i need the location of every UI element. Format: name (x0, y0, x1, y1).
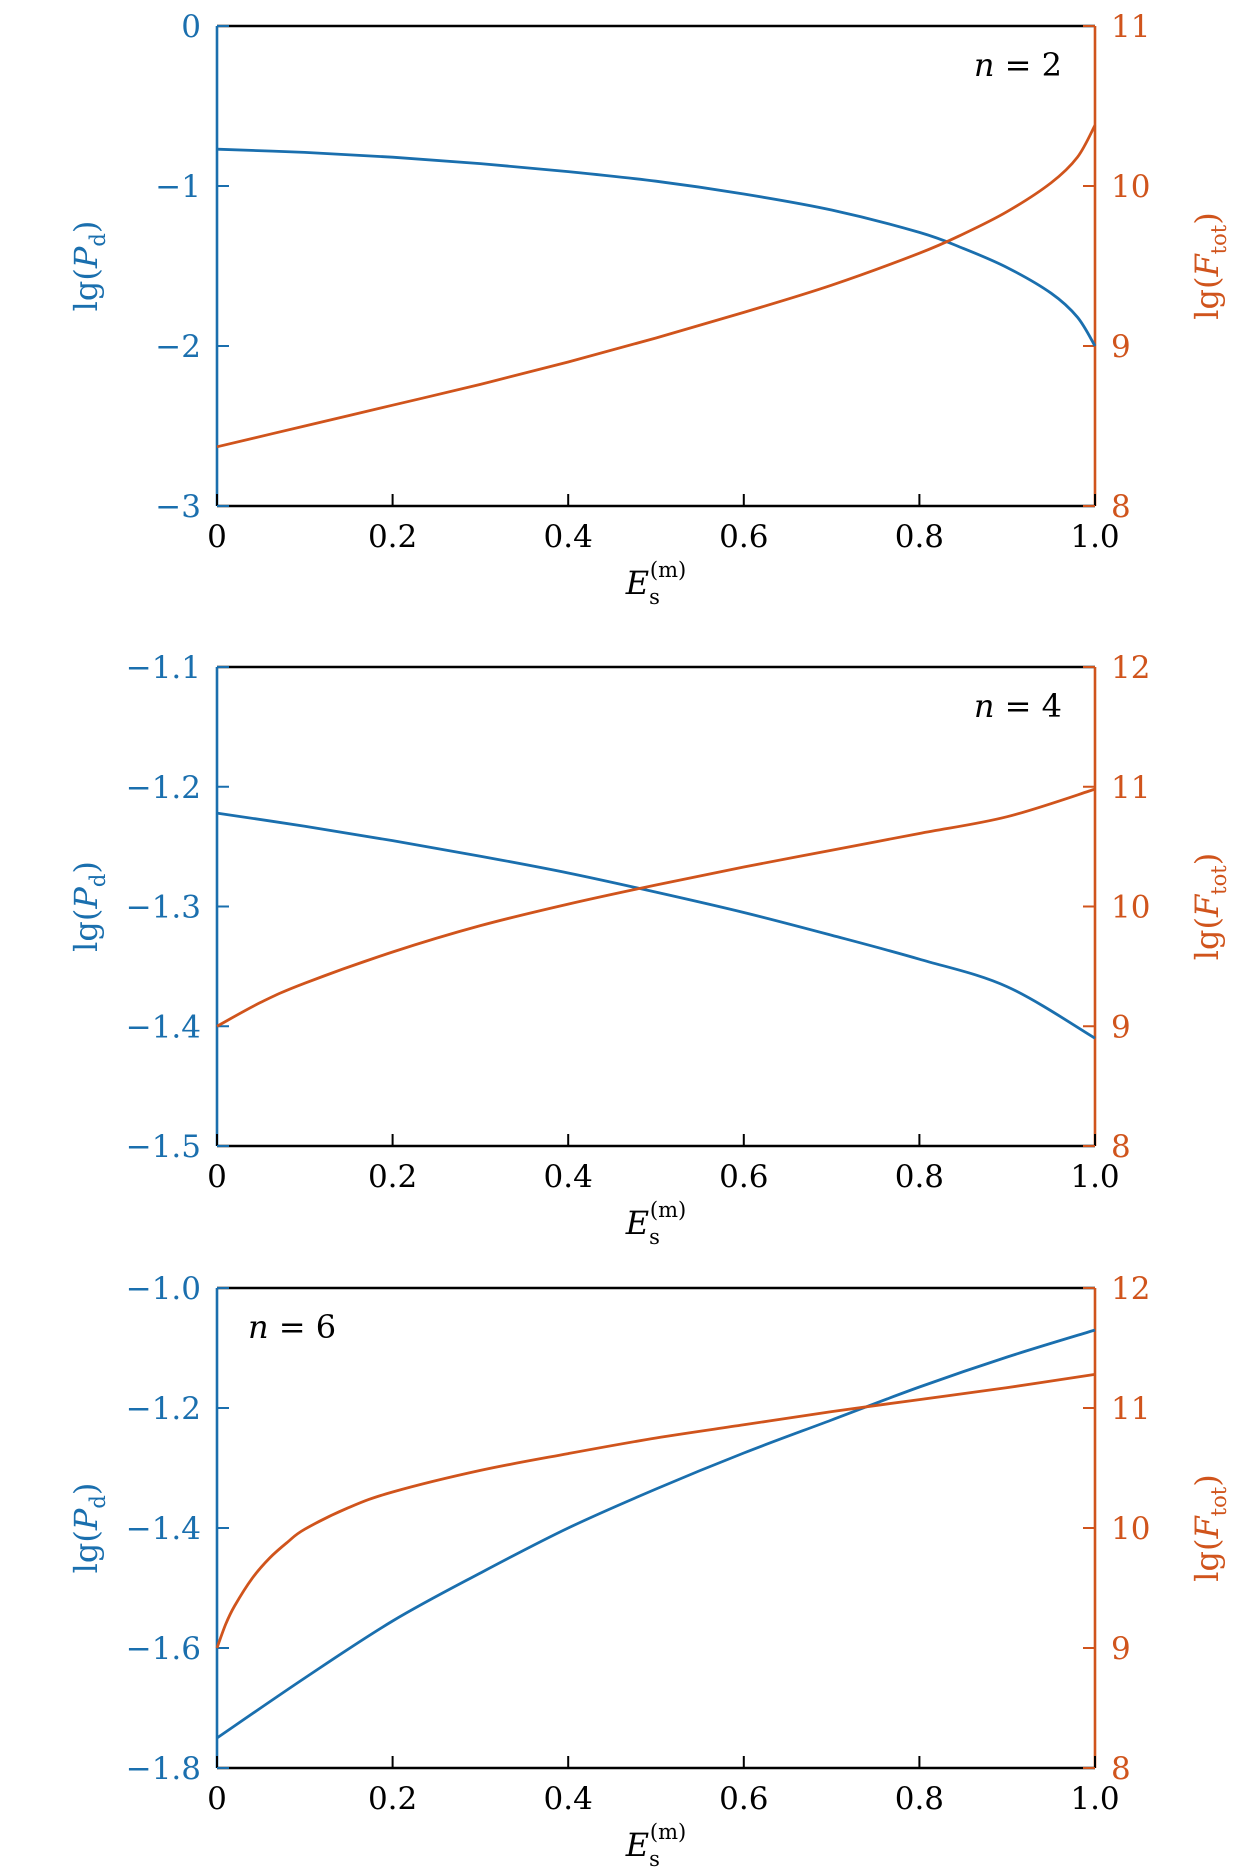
x-tick-label: 0 (207, 1159, 227, 1195)
left-tick-label: −1.6 (126, 1631, 201, 1667)
series-line-right (216, 124, 1097, 449)
x-tick-label: 0.2 (368, 1159, 417, 1195)
left-tick-label: −1.8 (126, 1751, 201, 1787)
right-tick-label: 11 (1111, 770, 1150, 806)
panel-annotation: n = 2 (974, 46, 1062, 84)
left-tick-label: −1.1 (126, 650, 201, 686)
right-axis-label: lg(Ftot) (1188, 1474, 1231, 1581)
x-tick-label: 0.8 (895, 1159, 944, 1195)
panel-annotation: n = 6 (248, 1308, 336, 1346)
right-tick-label: 11 (1111, 1391, 1150, 1427)
left-tick-label: −1.0 (126, 1271, 201, 1307)
panel-2: 0 0.2 0.4 0.6 0.8 1.0 −1.5 −1.4 −1.3 −1.2 −1.1 8 9 10… (67, 650, 1231, 1249)
right-tick-label: 12 (1111, 1271, 1150, 1307)
x-tick-label: 1.0 (1070, 519, 1119, 555)
left-tick-label: 0 (181, 9, 201, 45)
right-tick-label: 12 (1111, 650, 1150, 686)
x-tick-label: 0.4 (544, 1159, 593, 1195)
x-tick-label: 1.0 (1070, 1781, 1119, 1817)
left-tick-label: −1.3 (126, 890, 201, 926)
right-tick-label: 9 (1111, 1631, 1131, 1667)
left-tick-label: −1 (155, 169, 201, 205)
left-tick-label: −1.4 (126, 1511, 201, 1547)
series-line-left (216, 147, 1097, 347)
x-tick-label: 0.4 (544, 519, 593, 555)
x-tick-label: 0 (207, 1781, 227, 1817)
x-axis-label: Es(m) (625, 1198, 686, 1249)
panel-1: 0 0.2 0.4 0.6 0.8 1.0 −3 −2 −1 0 8 9 10 11 Es(m) lg(Pd)… (67, 9, 1231, 609)
x-tick-label: 0.2 (368, 519, 417, 555)
series-line-left (216, 811, 1096, 1040)
left-tick-label: −3 (155, 489, 201, 525)
right-tick-label: 10 (1111, 1511, 1150, 1547)
right-tick-label: 9 (1111, 1009, 1131, 1045)
x-tick-label: 0.6 (719, 1159, 768, 1195)
panel-annotation: n = 4 (974, 687, 1062, 725)
x-tick-label: 1.0 (1070, 1159, 1119, 1195)
left-axis-label: lg(Pd) (67, 1483, 110, 1574)
series-line-right (216, 787, 1096, 1028)
x-axis-label: Es(m) (625, 558, 686, 609)
left-axis-label: lg(Pd) (67, 221, 110, 312)
right-tick-label: 8 (1111, 1751, 1131, 1787)
left-tick-label: −1.2 (126, 1391, 201, 1427)
left-tick-label: −1.2 (126, 770, 201, 806)
panel-3: 0 0.2 0.4 0.6 0.8 1.0 −1.8 −1.6 −1.4 −1.2 −1.0 8 9 10… (67, 1271, 1231, 1870)
series-line-right (215, 1373, 1096, 1649)
x-tick-label: 0.6 (719, 1781, 768, 1817)
x-tick-label: 0.8 (895, 1781, 944, 1817)
left-axis-label: lg(Pd) (67, 861, 110, 952)
left-tick-label: −1.5 (126, 1129, 201, 1165)
x-tick-label: 0.6 (719, 519, 768, 555)
right-axis-label: lg(Ftot) (1188, 853, 1231, 960)
x-tick-label: 0.2 (368, 1781, 417, 1817)
right-tick-label: 8 (1111, 1129, 1131, 1165)
x-tick-label: 0.4 (544, 1781, 593, 1817)
x-tick-label: 0 (207, 519, 227, 555)
right-axis-label: lg(Ftot) (1188, 212, 1231, 319)
right-tick-label: 10 (1111, 169, 1150, 205)
left-tick-label: −1.4 (126, 1009, 201, 1045)
right-tick-label: 10 (1111, 890, 1150, 926)
series-line-left (216, 1328, 1096, 1740)
right-tick-label: 9 (1111, 329, 1131, 365)
x-tick-label: 0.8 (895, 519, 944, 555)
x-axis-label: Es(m) (625, 1820, 686, 1870)
right-tick-label: 11 (1111, 9, 1150, 45)
left-tick-label: −2 (155, 329, 201, 365)
right-tick-label: 8 (1111, 489, 1131, 525)
